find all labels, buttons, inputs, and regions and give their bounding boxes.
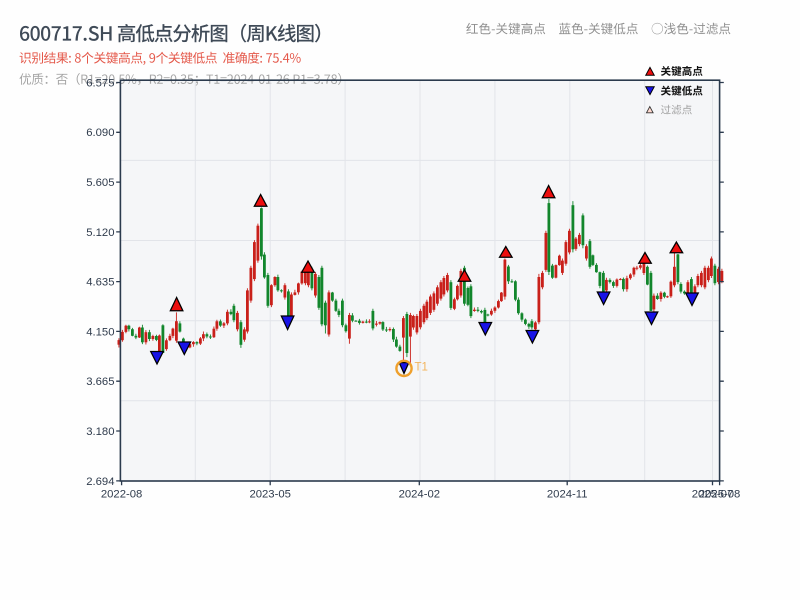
svg-text:T1: T1: [415, 361, 428, 373]
svg-text:2025-07: 2025-07: [692, 489, 733, 501]
svg-text:3.665: 3.665: [86, 376, 114, 388]
svg-text:2.694: 2.694: [86, 476, 114, 488]
svg-text:2024-11: 2024-11: [547, 489, 588, 501]
svg-text:2023-05: 2023-05: [249, 489, 290, 501]
svg-text:5.120: 5.120: [86, 227, 114, 239]
svg-text:2025-08: 2025-08: [699, 489, 740, 501]
svg-text:6.575: 6.575: [86, 77, 114, 89]
svg-text:4.635: 4.635: [86, 277, 114, 289]
svg-text:5.605: 5.605: [86, 177, 114, 189]
svg-text:3.180: 3.180: [86, 426, 114, 438]
svg-text:6.090: 6.090: [86, 127, 114, 139]
svg-text:2022-08: 2022-08: [101, 489, 142, 501]
svg-text:4.150: 4.150: [86, 326, 114, 338]
svg-text:2024-02: 2024-02: [399, 489, 440, 501]
